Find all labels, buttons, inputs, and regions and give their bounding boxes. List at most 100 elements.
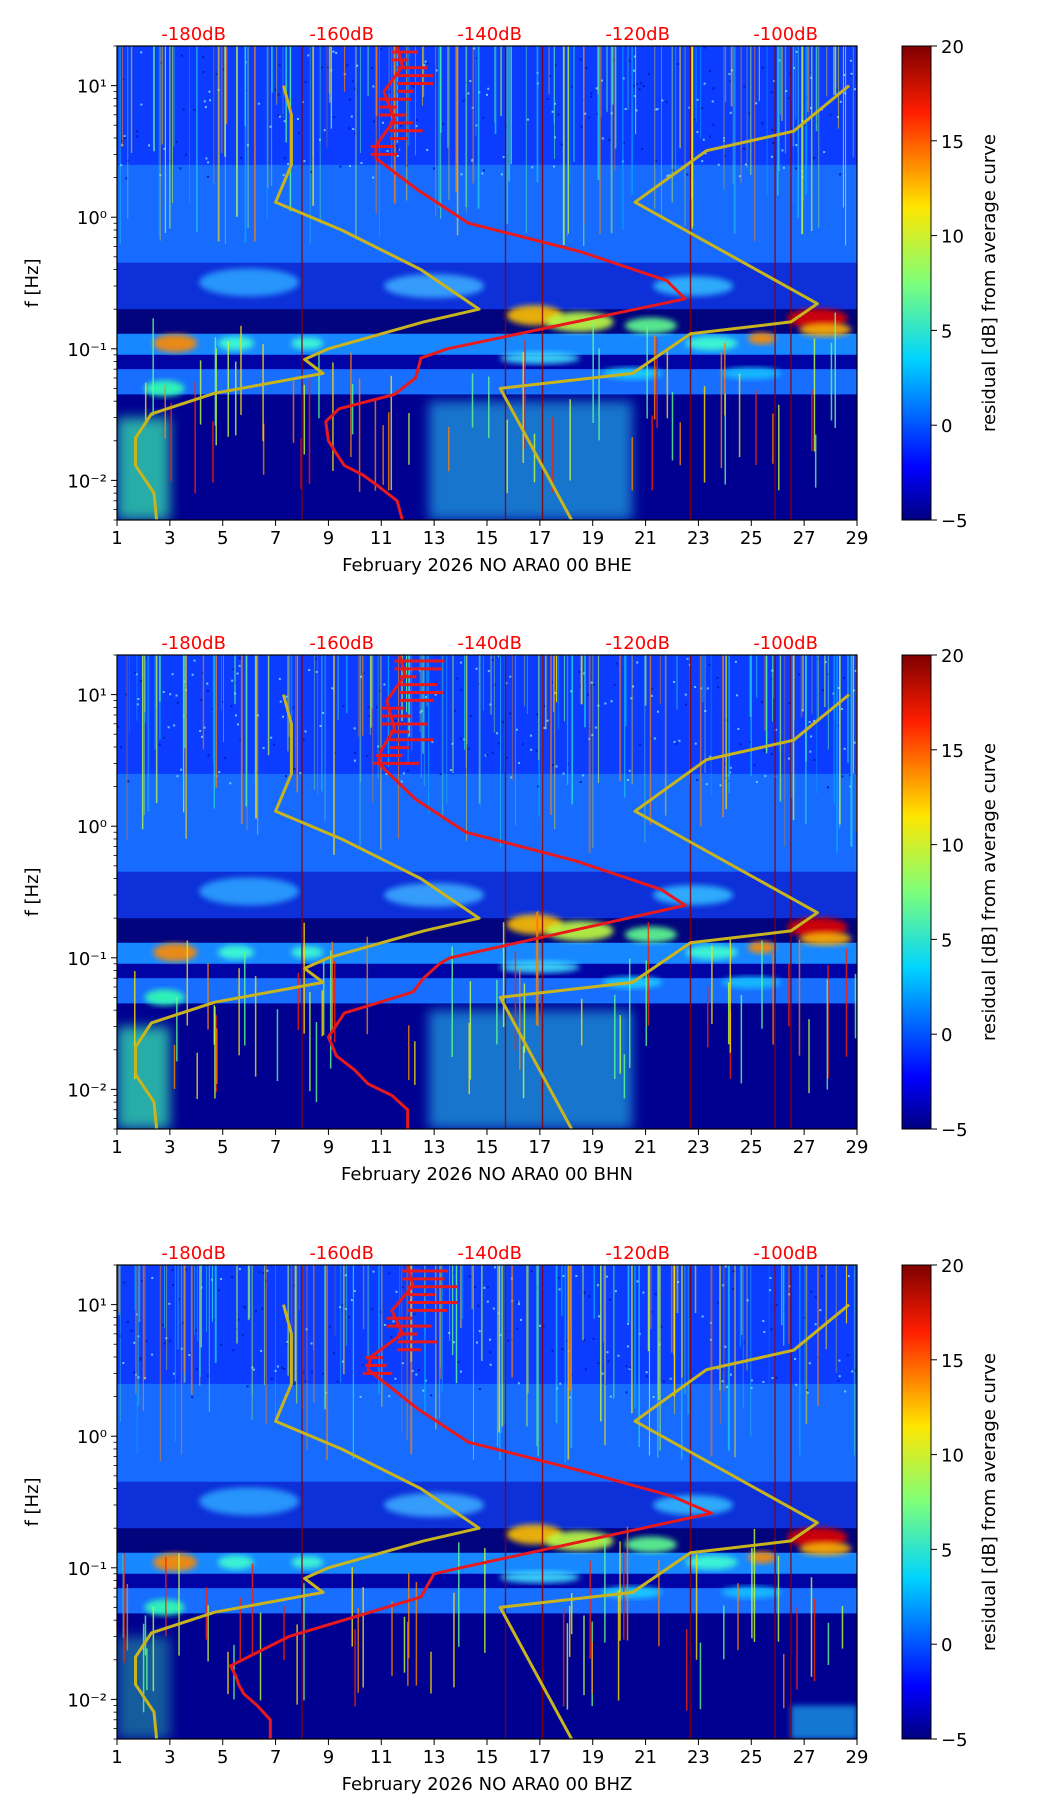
speckle (412, 85, 415, 88)
speckle (709, 755, 712, 758)
y-tick-label: 10⁻² (67, 471, 107, 492)
speckle (806, 1391, 809, 1394)
speckle (151, 1353, 154, 1356)
model-curve-high (498, 693, 851, 1129)
speckle (613, 683, 616, 686)
speckle (849, 785, 852, 788)
speckle (798, 673, 801, 676)
noise-hotspot (499, 961, 580, 974)
model-curve-high (498, 84, 851, 520)
speckle (591, 734, 594, 737)
colorbar-tick-label: −5 (941, 1120, 968, 1141)
speckle (558, 1288, 561, 1291)
speckle (273, 743, 276, 746)
speckle (148, 144, 151, 147)
speckle (348, 98, 351, 101)
speckle (430, 1394, 433, 1397)
speckle (638, 88, 641, 91)
speckle (242, 1305, 245, 1308)
db-scale-label: -160dB (309, 633, 374, 654)
speckle (167, 726, 170, 729)
speckle (140, 103, 143, 106)
speckle (853, 741, 856, 744)
x-tick-label: 17 (528, 1137, 551, 1158)
speckle (134, 671, 137, 674)
spectrum-band (117, 1265, 857, 1384)
speckle (359, 1395, 362, 1398)
speckle (688, 106, 691, 109)
speckle (847, 1275, 850, 1278)
speckle (413, 1313, 416, 1316)
speckle (322, 711, 325, 714)
speckle (739, 743, 742, 746)
speckle (633, 95, 636, 98)
speckle (193, 109, 196, 112)
speckle (629, 1366, 632, 1369)
noise-hotspot (217, 336, 254, 351)
colorbar (902, 1265, 931, 1739)
y-axis-label: f [Hz] (22, 258, 43, 307)
speckle (768, 1289, 771, 1292)
speckle (734, 660, 737, 663)
speckle (590, 681, 593, 684)
speckle (732, 1270, 735, 1273)
db-scale-label: -180dB (161, 1243, 226, 1264)
speckle (139, 679, 142, 682)
speckle (673, 680, 676, 683)
speckle (137, 1335, 140, 1338)
speckle (601, 137, 604, 140)
speckle (762, 1380, 765, 1383)
speckle (600, 79, 603, 82)
speckle (318, 138, 321, 141)
speckle (763, 750, 766, 753)
speckle (375, 706, 378, 709)
speckle (553, 136, 556, 139)
speckle (136, 135, 139, 138)
speckle (838, 1359, 841, 1362)
db-scale-label: -140dB (457, 24, 522, 45)
speckle (163, 147, 166, 150)
speckle (260, 1349, 263, 1352)
speckle (795, 167, 798, 170)
speckle (307, 54, 310, 57)
y-tick-label: 10⁻² (67, 1690, 107, 1711)
speckle (580, 125, 583, 128)
speckle (729, 111, 732, 114)
speckle (415, 125, 418, 128)
speckle (764, 775, 767, 778)
x-tick-label: 9 (323, 528, 334, 549)
x-tick-label: 27 (793, 1747, 816, 1768)
speckle (609, 1395, 612, 1398)
x-tick-label: 17 (528, 1747, 551, 1768)
spectrum-band (117, 773, 857, 872)
speckle (274, 88, 277, 91)
speckle (282, 715, 285, 718)
speckle (650, 694, 653, 697)
speckle (332, 50, 335, 53)
speckle (145, 1340, 148, 1343)
speckle (315, 670, 318, 673)
speckle (554, 64, 557, 67)
speckle (431, 740, 434, 743)
spectrum-band (117, 164, 857, 263)
x-tick-label: 19 (581, 1747, 604, 1768)
speckle (677, 63, 680, 66)
db-scale-label: -120dB (605, 24, 670, 45)
speckle (604, 702, 607, 705)
x-tick-label: 21 (634, 1747, 657, 1768)
db-scale-label: -120dB (605, 1243, 670, 1264)
speckle (743, 147, 746, 150)
speckle (323, 129, 326, 132)
noise-hotspot (624, 317, 677, 334)
speckle (597, 1362, 600, 1365)
speckle (723, 154, 726, 157)
speckle (761, 122, 764, 125)
speckle (352, 127, 355, 130)
noise-hotspot (384, 883, 485, 908)
speckle (640, 82, 643, 85)
spectrum-band (117, 309, 857, 334)
speckle (163, 1342, 166, 1345)
speckle (406, 769, 409, 772)
x-axis-label: February 2026 NO ARA0 00 BHE (342, 555, 632, 576)
speckle (379, 690, 382, 693)
